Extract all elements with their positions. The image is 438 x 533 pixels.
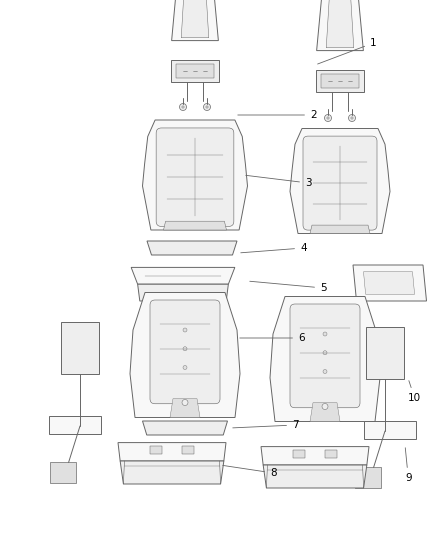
Circle shape — [182, 400, 188, 406]
Polygon shape — [310, 225, 370, 233]
Polygon shape — [355, 467, 381, 488]
Polygon shape — [366, 327, 404, 379]
Text: 10: 10 — [408, 381, 421, 403]
Polygon shape — [131, 268, 235, 284]
Polygon shape — [120, 461, 224, 484]
Circle shape — [323, 369, 327, 374]
FancyBboxPatch shape — [156, 128, 234, 227]
Polygon shape — [172, 0, 219, 41]
Bar — [182, 446, 194, 454]
Text: 3: 3 — [246, 175, 311, 188]
Polygon shape — [147, 241, 237, 255]
Text: 6: 6 — [240, 333, 304, 343]
Circle shape — [322, 403, 328, 409]
Polygon shape — [176, 64, 214, 78]
Circle shape — [349, 115, 356, 122]
Polygon shape — [142, 421, 227, 435]
Circle shape — [183, 347, 187, 351]
Text: 7: 7 — [233, 420, 299, 430]
Text: 4: 4 — [241, 243, 307, 253]
Circle shape — [323, 351, 327, 355]
Bar — [150, 446, 162, 454]
Text: 5: 5 — [250, 281, 327, 293]
Polygon shape — [49, 416, 101, 434]
Polygon shape — [290, 128, 390, 233]
Polygon shape — [163, 221, 226, 230]
Polygon shape — [324, 0, 357, 48]
Polygon shape — [364, 272, 415, 294]
Polygon shape — [49, 463, 76, 483]
Polygon shape — [270, 296, 380, 422]
Polygon shape — [138, 284, 228, 301]
Polygon shape — [316, 70, 364, 92]
Polygon shape — [310, 403, 340, 422]
Text: 1: 1 — [318, 38, 377, 64]
Polygon shape — [261, 447, 369, 465]
Polygon shape — [170, 399, 200, 417]
Bar — [293, 449, 305, 457]
Circle shape — [323, 332, 327, 336]
Polygon shape — [321, 75, 359, 87]
Text: 8: 8 — [223, 465, 277, 478]
Polygon shape — [61, 322, 99, 374]
Circle shape — [325, 115, 332, 122]
Circle shape — [183, 366, 187, 369]
Circle shape — [204, 103, 211, 110]
Polygon shape — [171, 60, 219, 82]
FancyBboxPatch shape — [150, 300, 220, 404]
Polygon shape — [142, 120, 247, 230]
Polygon shape — [130, 293, 240, 417]
Text: 2: 2 — [238, 110, 317, 120]
Bar — [325, 449, 337, 457]
Polygon shape — [317, 0, 364, 51]
Polygon shape — [353, 265, 427, 301]
Polygon shape — [364, 421, 416, 439]
Polygon shape — [263, 465, 367, 488]
FancyBboxPatch shape — [303, 136, 377, 230]
Polygon shape — [179, 0, 211, 38]
Text: 9: 9 — [405, 448, 412, 483]
FancyBboxPatch shape — [290, 304, 360, 408]
Circle shape — [183, 328, 187, 332]
Circle shape — [180, 103, 187, 110]
Polygon shape — [118, 442, 226, 461]
